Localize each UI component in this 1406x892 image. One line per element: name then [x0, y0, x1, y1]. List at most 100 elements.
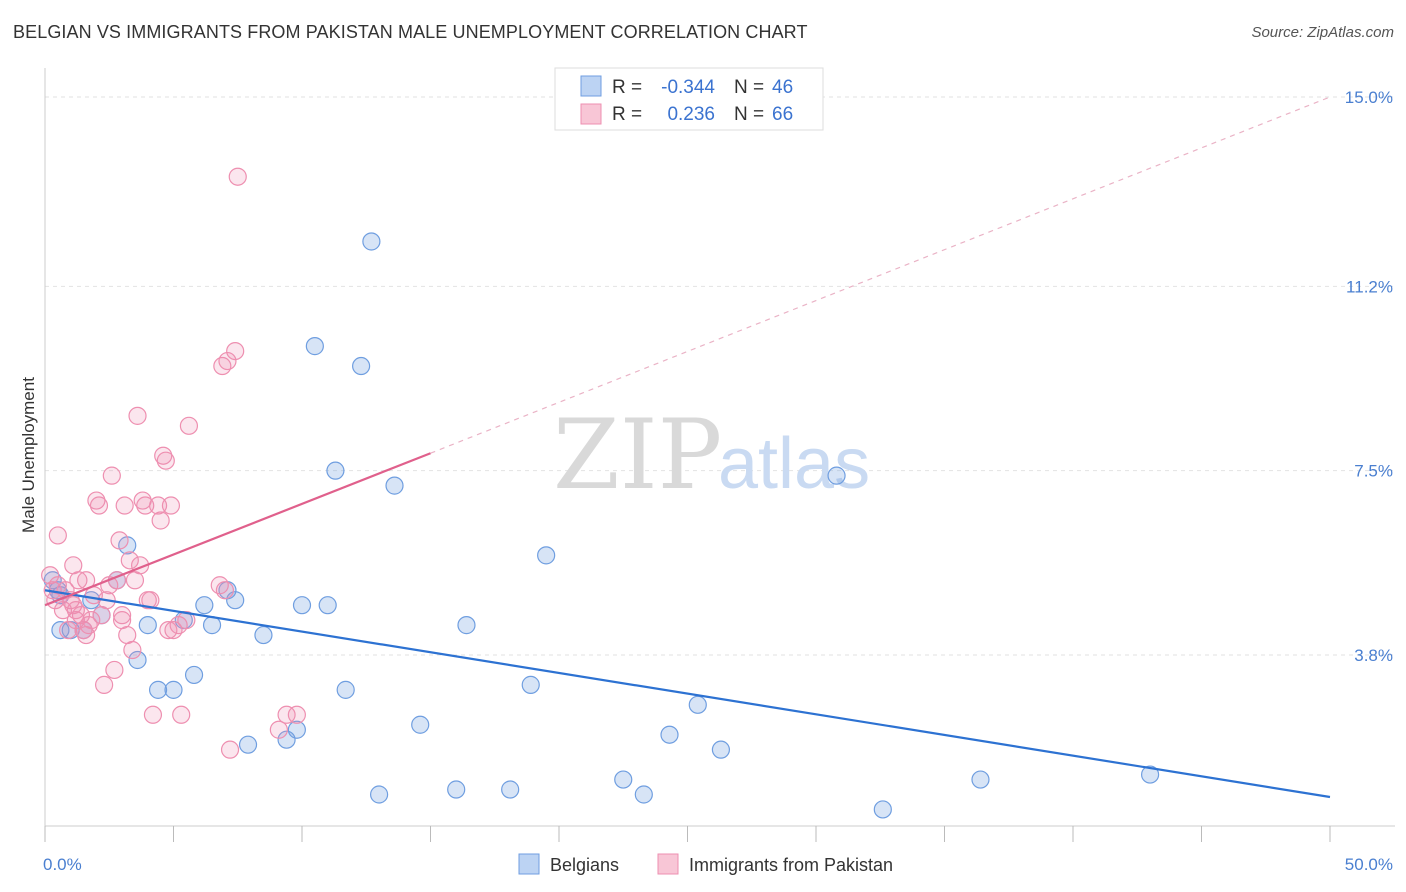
legend-swatch-belgians: [580, 75, 602, 97]
point-belgians-12: [148, 680, 168, 699]
point-pakistan-63: [112, 611, 132, 630]
series-belgians: [43, 232, 1160, 819]
point-pakistan-59: [277, 705, 296, 724]
point-pakistan-54: [218, 351, 237, 371]
point-belgians-42: [688, 695, 707, 714]
point-belgians-31: [370, 785, 389, 804]
point-pakistan-37: [136, 496, 155, 515]
point-pakistan-24: [102, 466, 121, 485]
series-pakistan: [41, 167, 306, 759]
point-pakistan-41: [148, 496, 168, 515]
point-pakistan-20: [89, 496, 109, 515]
point-belgians-44: [827, 466, 846, 485]
point-pakistan-65: [159, 620, 178, 640]
point-pakistan-45: [161, 496, 181, 515]
point-belgians-36: [501, 780, 520, 799]
point-pakistan-12: [69, 571, 88, 590]
bottom-legend-swatch-belgians: [518, 853, 540, 875]
point-pakistan-19: [87, 491, 106, 510]
chart-title: BELGIAN VS IMMIGRANTS FROM PAKISTAN MALE…: [13, 22, 808, 42]
point-pakistan-9: [64, 596, 83, 615]
point-belgians-38: [537, 546, 556, 565]
point-pakistan-14: [74, 620, 93, 640]
watermark-atlas: atlas: [718, 424, 870, 504]
point-pakistan-7: [59, 620, 78, 640]
point-pakistan-52: [213, 356, 232, 376]
point-pakistan-56: [226, 341, 245, 361]
series-legend: Belgians Immigrants from Pakistan: [518, 853, 893, 875]
point-belgians-46: [971, 770, 990, 789]
bottom-legend-pakistan: Immigrants from Pakistan: [689, 855, 893, 875]
watermark: ZIP atlas: [553, 399, 870, 511]
point-pakistan-42: [151, 511, 170, 530]
point-pakistan-39: [141, 591, 160, 610]
point-belgians-24: [292, 596, 312, 615]
point-belgians-26: [318, 596, 337, 615]
trendline-pakistan: [44, 452, 431, 607]
point-pakistan-44: [156, 451, 175, 470]
legend-r-value-pakistan: 0.236: [667, 104, 715, 125]
y-tick-label-0: 3.8%: [1354, 646, 1393, 665]
point-belgians-33: [411, 715, 430, 734]
legend-n-label-pakistan: N =: [734, 104, 764, 125]
point-pakistan-25: [105, 660, 124, 680]
point-pakistan-17: [82, 611, 101, 630]
point-belgians-27: [326, 461, 345, 480]
x-tick-label-min: 0.0%: [43, 855, 82, 874]
point-pakistan-43: [154, 446, 173, 465]
point-pakistan-49: [177, 611, 196, 630]
y-tick-label-2: 11.2%: [1346, 277, 1393, 296]
source-label: Source: ZipAtlas.com: [1251, 24, 1394, 41]
legend-r-value-belgians: -0.344: [661, 77, 715, 98]
point-belgians-34: [447, 780, 466, 799]
point-belgians-39: [614, 770, 633, 789]
point-belgians-23: [287, 720, 306, 739]
point-pakistan-32: [123, 640, 142, 660]
point-pakistan-34: [128, 406, 147, 425]
point-belgians-35: [457, 616, 476, 635]
point-belgians-29: [352, 356, 371, 376]
x-tick-label-max: 50.0%: [1345, 855, 1393, 874]
point-pakistan-31: [120, 551, 139, 570]
point-belgians-37: [521, 675, 540, 694]
point-belgians-3: [51, 620, 70, 640]
y-tick-label-3: 15.0%: [1345, 88, 1393, 107]
point-belgians-16: [195, 596, 214, 615]
point-belgians-40: [634, 785, 653, 804]
point-pakistan-61: [66, 601, 85, 620]
point-belgians-30: [362, 232, 381, 251]
legend-n-value-belgians: 46: [772, 77, 793, 98]
point-pakistan-40: [143, 705, 163, 724]
legend-swatch-pakistan: [580, 103, 602, 125]
point-pakistan-50: [179, 416, 199, 435]
y-tick-labels: 3.8% 7.5% 11.2% 15.0%: [1345, 88, 1393, 665]
y-axis-label: Male Unemployment: [19, 377, 38, 533]
point-belgians-21: [254, 625, 273, 645]
point-pakistan-0: [41, 566, 60, 585]
point-pakistan-5: [53, 601, 73, 620]
bottom-legend-belgians: Belgians: [550, 855, 619, 875]
point-pakistan-4: [48, 526, 67, 545]
trendlines: [44, 96, 1331, 799]
point-belgians-25: [305, 337, 324, 356]
point-pakistan-13: [71, 606, 91, 625]
point-pakistan-28: [112, 606, 132, 625]
grid-lines: [45, 96, 1395, 656]
point-pakistan-57: [228, 167, 247, 186]
point-belgians-47: [1140, 765, 1160, 784]
point-pakistan-60: [287, 705, 306, 724]
point-pakistan-22: [95, 675, 114, 694]
bottom-legend-swatch-pakistan: [657, 853, 679, 875]
legend-r-label-pakistan: R =: [612, 104, 642, 125]
axes: [44, 68, 1395, 842]
legend-n-label-belgians: N =: [734, 77, 764, 98]
point-belgians-28: [336, 680, 355, 699]
point-belgians-41: [660, 725, 679, 744]
point-pakistan-58: [269, 720, 288, 739]
point-pakistan-27: [110, 531, 129, 550]
point-belgians-13: [164, 680, 183, 699]
watermark-zip: ZIP: [553, 399, 722, 511]
point-pakistan-29: [115, 496, 134, 515]
point-belgians-0: [43, 571, 62, 590]
